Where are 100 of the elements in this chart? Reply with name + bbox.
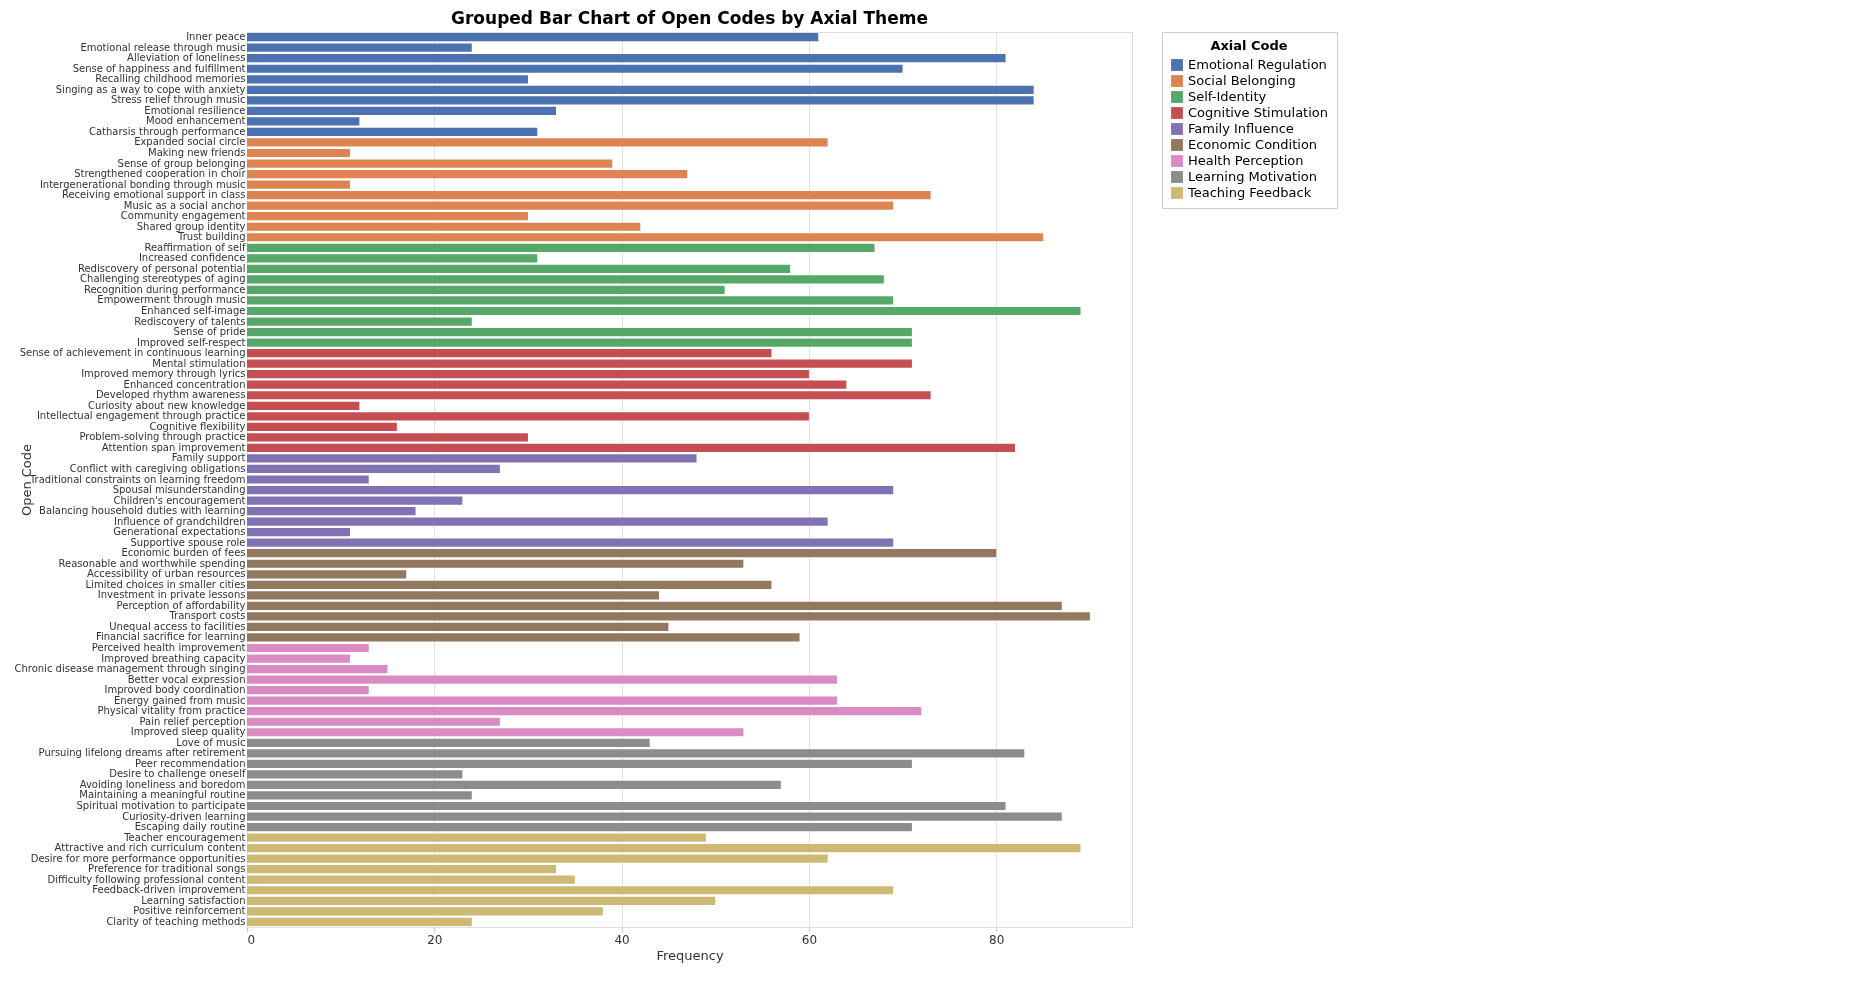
bar — [247, 75, 528, 84]
y-tick-label: Enhanced concentration — [123, 378, 246, 390]
bar — [247, 370, 809, 379]
bar — [247, 264, 791, 273]
bar — [247, 749, 1025, 758]
bar — [247, 875, 575, 884]
y-tick-label: Inner peace — [186, 31, 246, 43]
x-tick-label: 80 — [989, 932, 1005, 947]
bar — [247, 422, 397, 431]
bar — [247, 570, 407, 579]
y-tick-label: Sense of happiness and fulfillment — [72, 62, 246, 74]
bar — [247, 296, 894, 305]
bar — [247, 54, 1006, 63]
y-tick-label: Making new friends — [148, 147, 246, 159]
bar — [247, 127, 538, 137]
y-tick-label: Desire for more performance opportunities — [30, 852, 246, 864]
bar — [247, 254, 538, 263]
bar — [247, 117, 360, 126]
bar — [247, 580, 772, 589]
bar — [247, 454, 697, 463]
y-tick-label: Community engagement — [120, 210, 246, 222]
x-tick-label: 20 — [427, 932, 443, 947]
y-tick-label: Intellectual engagement through practice — [36, 410, 246, 422]
x-axis-title: Frequency — [656, 947, 724, 963]
bar — [247, 654, 351, 663]
y-tick-label: Improved sleep quality — [130, 726, 246, 738]
y-tick-label: Mental stimulation — [152, 357, 246, 369]
y-tick-label: Emotional resilience — [144, 104, 246, 116]
legend-label: Social Belonging — [1188, 73, 1296, 88]
bar — [247, 506, 416, 516]
bar — [247, 559, 744, 568]
bar — [247, 707, 922, 716]
chart-title: Grouped Bar Chart of Open Codes by Axial Theme — [451, 7, 928, 28]
bar — [247, 538, 894, 547]
bar — [247, 180, 351, 189]
y-tick-label: Catharsis through performance — [89, 125, 246, 137]
bar — [247, 759, 912, 768]
bar — [247, 275, 884, 284]
bar — [247, 728, 744, 737]
y-tick-label: Feedback-driven improvement — [92, 884, 246, 896]
bar — [247, 475, 369, 484]
bar — [247, 243, 875, 252]
y-tick-label: Problem-solving through practice — [79, 431, 246, 443]
y-tick-label: Recalling childhood memories — [95, 73, 246, 85]
y-tick-label: Avoiding loneliness and boredom — [79, 778, 246, 790]
y-tick-label: Recognition during performance — [83, 283, 246, 295]
bar — [247, 391, 931, 400]
bar — [247, 169, 688, 179]
y-tick-label: Attention span improvement — [101, 441, 246, 453]
y-tick-label: Conflict with caregiving obligations — [69, 462, 246, 474]
bar — [247, 485, 894, 495]
bar — [247, 612, 1090, 621]
y-tick-label: Pain relief perception — [139, 715, 246, 727]
bar — [247, 85, 1034, 94]
bar — [247, 833, 706, 842]
bar — [247, 886, 894, 895]
y-tick-label: Unequal access to facilities — [109, 620, 246, 632]
bar — [247, 464, 500, 474]
bar — [247, 43, 472, 52]
legend-label: Family Influence — [1188, 121, 1294, 136]
bar — [247, 138, 828, 147]
bar — [247, 496, 463, 505]
bar — [247, 633, 800, 642]
y-tick-label: Accessibility of urban resources — [87, 568, 246, 580]
bar — [247, 64, 903, 73]
y-tick-label: Clarity of teaching methods — [106, 915, 246, 927]
x-tick-label: 0 — [247, 932, 256, 947]
y-tick-label: Influence of grandchildren — [114, 515, 246, 527]
y-tick-label: Receiving emotional support in class — [61, 189, 246, 201]
bar — [247, 201, 894, 210]
bar — [247, 96, 1034, 105]
bar — [247, 317, 472, 326]
y-tick-label: Improved memory through lyrics — [81, 368, 246, 380]
y-tick-label: Spousal misunderstanding — [112, 484, 246, 496]
y-tick-label: Learning satisfaction — [141, 894, 246, 906]
y-tick-label: Sense of group belonging — [117, 157, 246, 169]
y-tick-label: Limited choices in smaller cities — [85, 578, 246, 590]
legend-label: Economic Condition — [1188, 137, 1318, 152]
bar — [247, 159, 613, 168]
y-tick-label: Preference for traditional songs — [88, 863, 246, 875]
y-tick-label: Trust building — [177, 231, 246, 243]
bar — [247, 380, 847, 389]
bar — [247, 780, 781, 790]
y-tick-label: Reaffirmation of self — [144, 241, 246, 253]
legend-label: Learning Motivation — [1188, 169, 1318, 184]
y-tick-label: Difficulty following professional content — [47, 873, 246, 885]
y-tick-label: Love of music — [176, 736, 246, 748]
y-tick-label: Balancing household duties with learning — [39, 505, 246, 517]
bar — [247, 686, 369, 695]
bar — [247, 528, 351, 537]
y-tick-label: Supportive spouse role — [130, 536, 246, 548]
bar — [247, 433, 528, 442]
bar — [247, 717, 500, 726]
bar — [247, 675, 837, 684]
bar — [247, 306, 1081, 316]
legend-title: Axial Code — [1210, 38, 1288, 53]
y-tick-label: Stress relief through music — [111, 94, 246, 106]
bar — [247, 359, 912, 368]
y-tick-label: Energy gained from music — [114, 694, 246, 706]
bar — [247, 443, 1015, 453]
